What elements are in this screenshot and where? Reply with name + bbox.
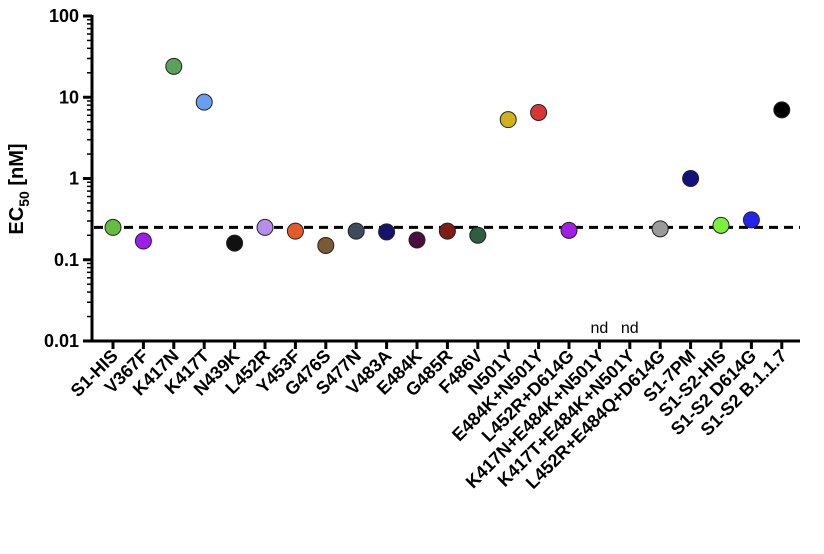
data-point [560,221,578,239]
data-point [438,222,456,240]
data-point [499,111,517,129]
data-point [104,218,122,236]
data-point [226,234,244,252]
data-point [530,103,548,121]
y-axis: 0.01 0.1 1 10 100 [44,6,94,351]
data-points [104,57,791,254]
y-tick-label: 0.01 [44,331,79,351]
data-point [195,93,213,111]
y-tick-label: 1 [69,169,79,189]
data-point [378,223,396,241]
y-tick-label: 0.1 [54,250,79,270]
y-tick-label: 100 [49,6,79,26]
data-point [773,101,791,119]
data-point [742,211,760,229]
category-labels: S1-HISV367FK417NK417TN439KL452RY453FG476… [67,346,791,493]
data-point [256,218,274,236]
data-point [408,231,426,249]
nd-label: nd [591,320,609,337]
nd-notes: nd nd [591,320,639,337]
y-tick-label: 10 [59,87,79,107]
data-point [651,220,669,238]
data-point [682,170,700,187]
y-axis-title: EC50 [nM] [6,143,32,234]
x-axis [91,339,800,349]
data-point [134,232,152,250]
data-point [347,222,365,240]
data-point [317,236,335,254]
data-point [469,226,487,244]
nd-label: nd [621,320,639,337]
data-point [712,216,730,234]
data-point [165,57,183,75]
data-point [286,222,304,240]
